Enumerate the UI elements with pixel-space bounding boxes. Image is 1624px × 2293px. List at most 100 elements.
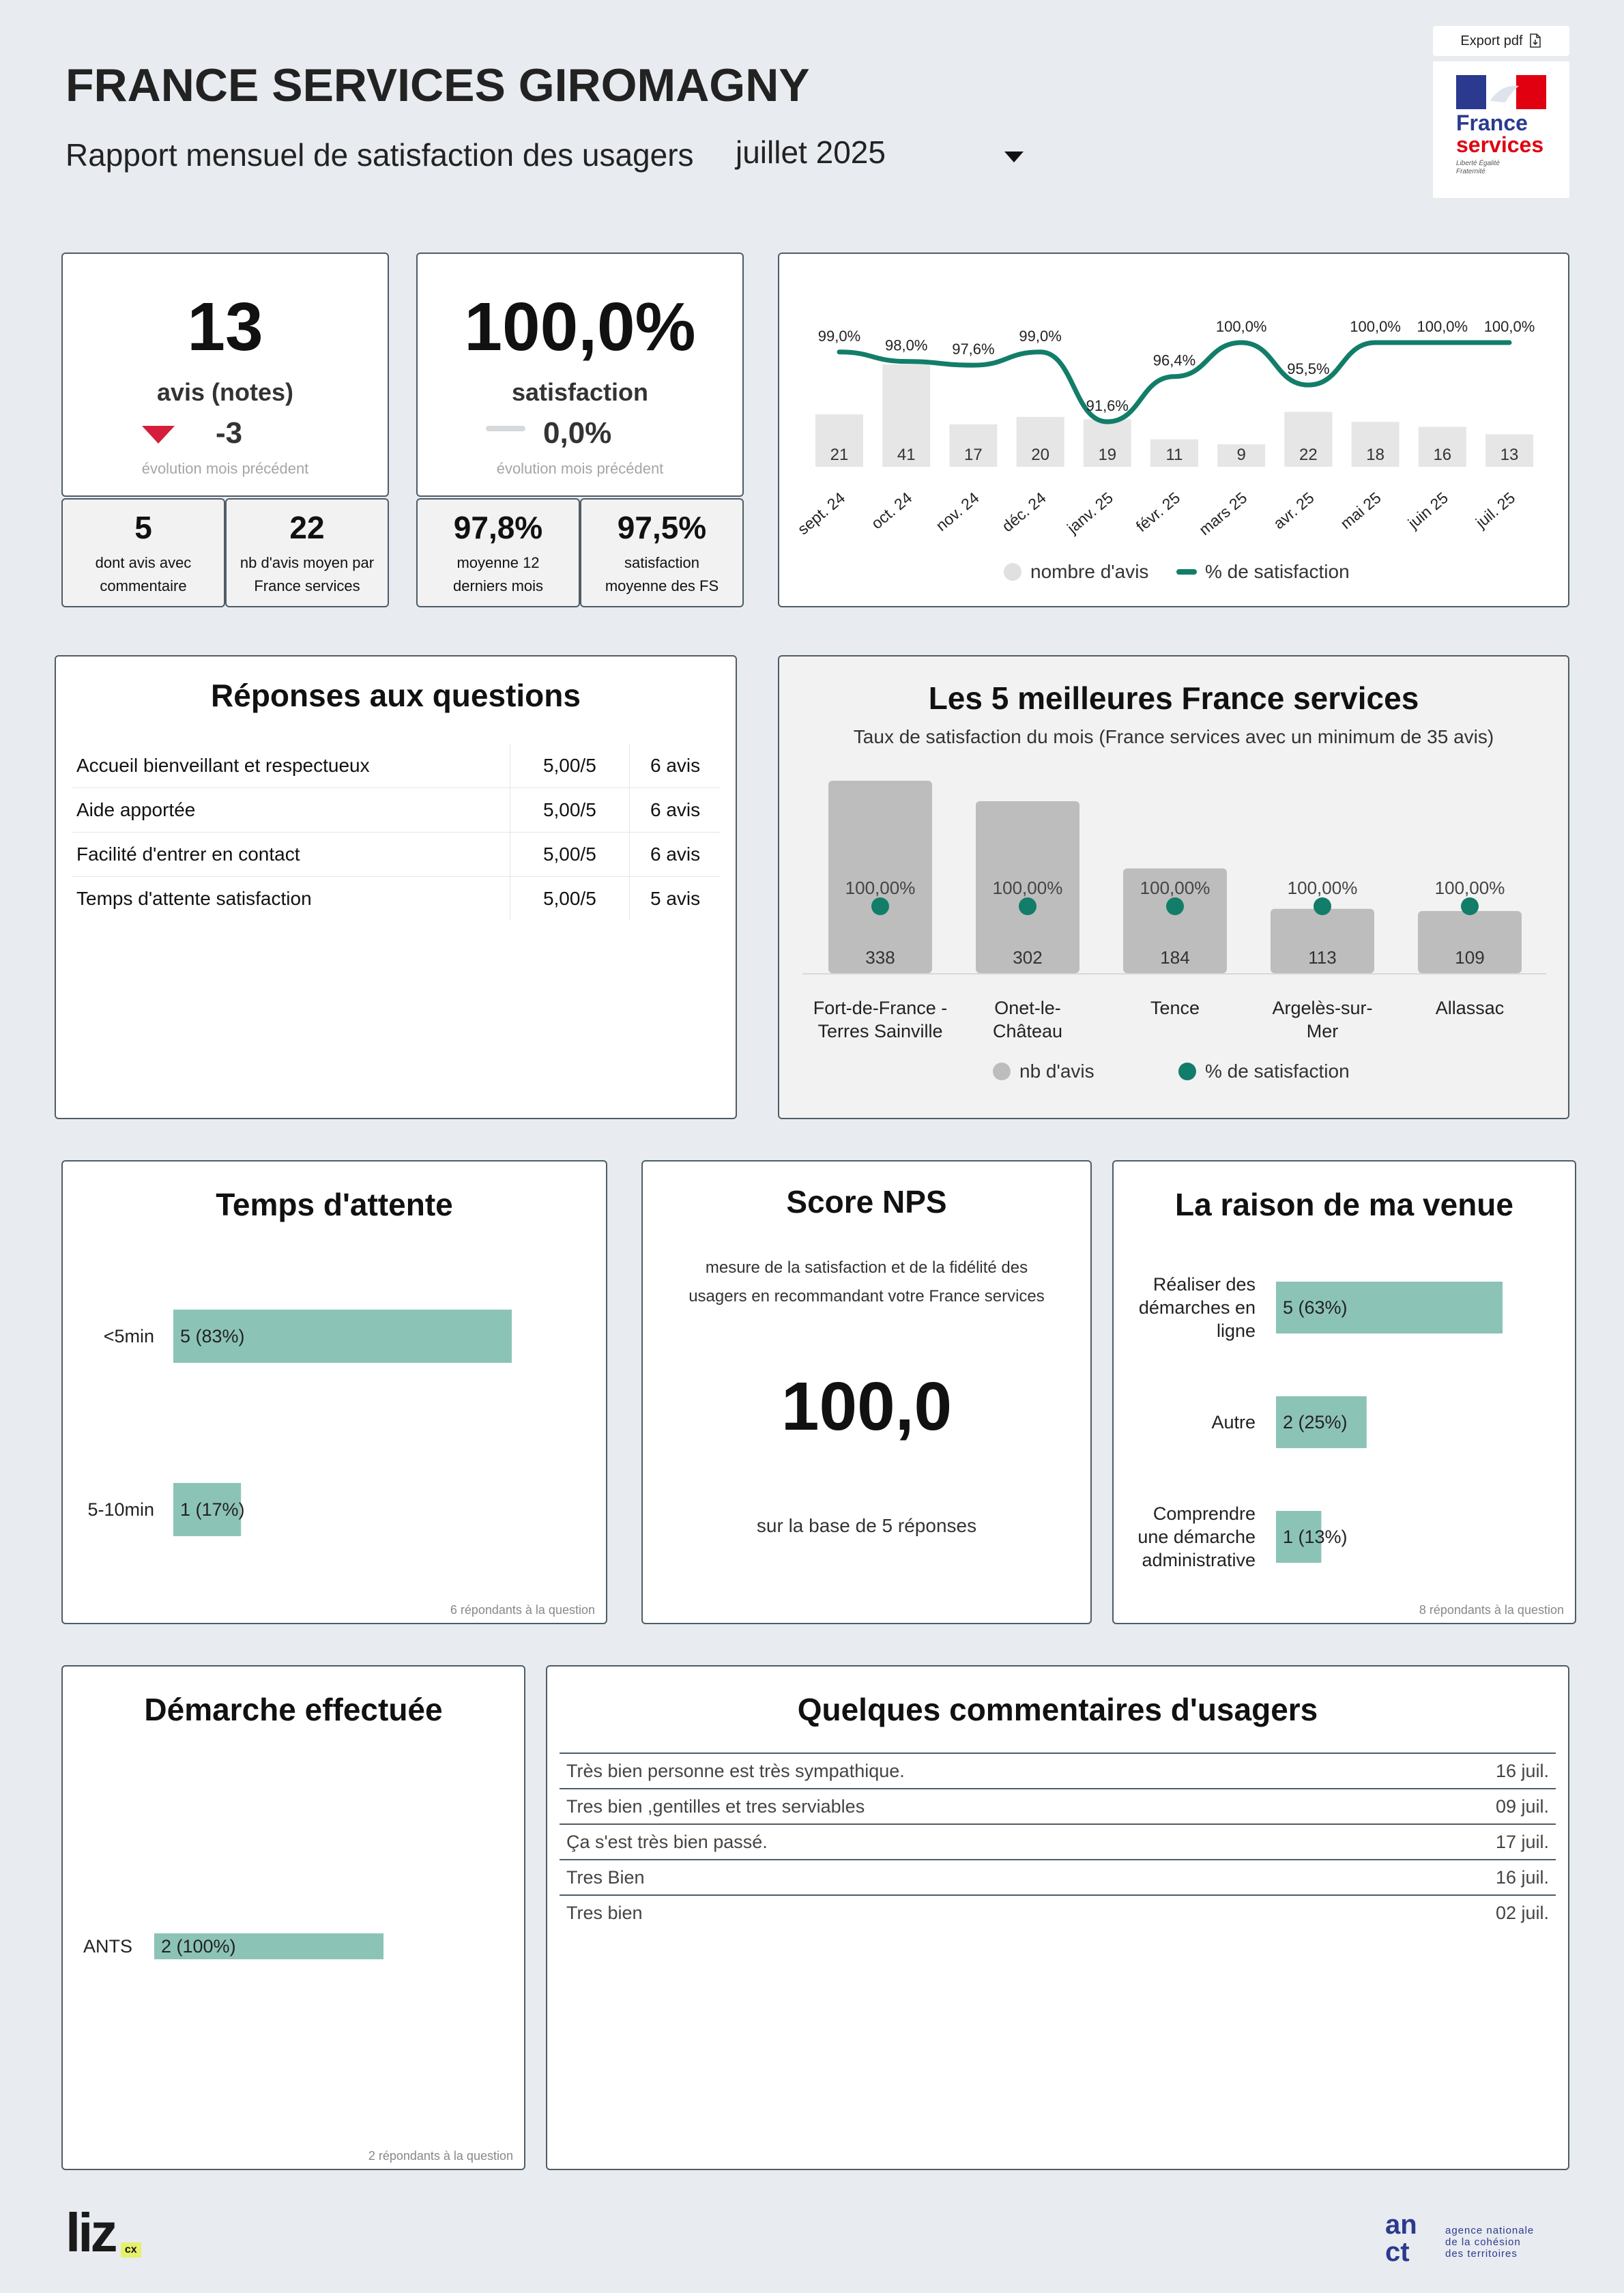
kpi-small-label: moyenne 12 derniers mois bbox=[452, 554, 544, 594]
bar bbox=[949, 424, 998, 467]
comment-date: 16 juil. bbox=[1495, 1866, 1549, 1888]
list-item: Tres bien 02 juil. bbox=[560, 1896, 1556, 1930]
reason-footer: 8 répondants à la question bbox=[1419, 1603, 1564, 1617]
top5-chart: 338 100,00% Fort-de-France - Terres Sainvil… bbox=[802, 781, 1546, 1082]
legend-dot-label: % de satisfaction bbox=[1205, 1061, 1350, 1082]
line-value-label: 97,6% bbox=[952, 341, 994, 358]
bar bbox=[1123, 868, 1227, 973]
x-tick-label: avr. 25 bbox=[1270, 489, 1318, 532]
x-tick-label: mai 25 bbox=[1337, 489, 1384, 532]
y-tick-label: ligne bbox=[1217, 1321, 1256, 1341]
kpi-small-label: satisfaction moyenne des FS bbox=[605, 554, 719, 594]
comment-text: Ça s'est très bien passé. bbox=[566, 1831, 768, 1852]
satisfaction-dot bbox=[1019, 897, 1036, 915]
legend-dot-swatch bbox=[1178, 1063, 1196, 1080]
satisfaction-evolution: 0,0% bbox=[543, 416, 612, 450]
bar-value-label: 109 bbox=[1455, 947, 1484, 968]
bar-value-label: 21 bbox=[830, 446, 849, 464]
question-count: 6 avis bbox=[650, 799, 701, 820]
nps-base: sur la base de 5 réponses bbox=[756, 1515, 977, 1536]
list-item: Très bien personne est très sympathique.… bbox=[560, 1754, 1556, 1789]
x-tick-label: janv. 25 bbox=[1063, 489, 1116, 537]
bar-value-label: 302 bbox=[1013, 947, 1042, 968]
legend-bar-swatch bbox=[1004, 563, 1021, 581]
question-count: 6 avis bbox=[650, 843, 701, 865]
x-tick-label: Fort-de-France - bbox=[813, 998, 948, 1018]
bar-value-label: 5 (63%) bbox=[1283, 1297, 1348, 1318]
top5-subtitle: Taux de satisfaction du mois (France ser… bbox=[853, 726, 1494, 747]
bar-value-label: 41 bbox=[897, 446, 916, 464]
neutral-dash-icon bbox=[486, 426, 525, 431]
kpi-small-value: 97,8% bbox=[453, 510, 543, 545]
kpi-small-card: 97,8% moyenne 12 derniers mois bbox=[416, 498, 580, 607]
france-services-logo: France services Liberté Égalité Fraterni… bbox=[1433, 61, 1569, 198]
nps-card: Score NPS mesure de la satisfaction et d… bbox=[641, 1160, 1092, 1624]
reason-title: La raison de ma venue bbox=[1175, 1187, 1513, 1222]
line-value-label: 100,0% bbox=[1216, 318, 1267, 335]
avis-card: 13 avis (notes) -3 évolution mois précéd… bbox=[61, 253, 389, 497]
bar bbox=[1217, 444, 1266, 467]
bar-value-label: 16 bbox=[1433, 446, 1451, 464]
liz-badge: cx bbox=[120, 2242, 141, 2258]
avis-evolution: -3 bbox=[216, 416, 243, 450]
nps-title: Score NPS bbox=[786, 1184, 947, 1220]
satisfaction-evolution-caption: évolution mois précédent bbox=[496, 460, 664, 477]
table-row: Temps d'attente satisfaction 5,00/5 5 av… bbox=[72, 877, 721, 921]
question-count: 6 avis bbox=[650, 755, 701, 776]
report-subtitle: Rapport mensuel de satisfaction des usag… bbox=[66, 137, 694, 173]
x-tick-label: Onet-le- bbox=[994, 998, 1061, 1018]
bar bbox=[1276, 1282, 1503, 1333]
dot-value-label: 100,00% bbox=[1140, 878, 1210, 898]
x-tick-label: Allassac bbox=[1436, 998, 1505, 1018]
bar-value-label: 338 bbox=[865, 947, 895, 968]
bar-value-label: 13 bbox=[1500, 446, 1519, 464]
legend-line-swatch bbox=[1176, 569, 1197, 575]
bar bbox=[154, 1933, 383, 1959]
satisfaction-dot bbox=[1166, 897, 1184, 915]
avis-label: avis (notes) bbox=[156, 378, 294, 406]
line-value-label: 98,0% bbox=[885, 337, 927, 354]
demarche-card: Démarche effectuée 2 (100%) ANTS 2 répond… bbox=[61, 1665, 525, 2170]
comment-date: 17 juil. bbox=[1495, 1831, 1549, 1852]
wait-footer: 6 répondants à la question bbox=[450, 1603, 595, 1617]
bar bbox=[1284, 412, 1333, 467]
list-item: Tres Bien 16 juil. bbox=[560, 1860, 1556, 1896]
kpi-small-value: 5 bbox=[134, 510, 152, 545]
satisfaction-dot bbox=[871, 897, 889, 915]
bar bbox=[1271, 908, 1374, 973]
reason-card: La raison de ma venue 5 (63%) Réaliser de… bbox=[1112, 1160, 1576, 1624]
avis-evolution-caption: évolution mois précédent bbox=[141, 460, 309, 477]
bar bbox=[1083, 419, 1131, 467]
comments-card: Quelques commentaires d'usagers Très bie… bbox=[546, 1665, 1569, 2170]
kpi-small-card: 22 nb d'avis moyen par France services bbox=[225, 498, 389, 607]
kpi-small-label: dont avis avec commentaire bbox=[95, 554, 192, 594]
nps-value: 100,0 bbox=[781, 1368, 953, 1445]
line-value-label: 99,0% bbox=[818, 328, 860, 345]
questions-card: Réponses aux questions Accueil bienveill… bbox=[55, 655, 737, 1119]
month-select[interactable]: juillet 2025 bbox=[736, 134, 1036, 175]
bar-value-label: 2 (100%) bbox=[161, 1936, 236, 1957]
legend-bar-swatch bbox=[993, 1063, 1011, 1080]
bar bbox=[1418, 911, 1522, 973]
line-value-label: 100,0% bbox=[1417, 318, 1468, 335]
legend-bar-label: nb d'avis bbox=[1019, 1061, 1094, 1082]
bar bbox=[815, 414, 863, 467]
chevron-down-icon[interactable] bbox=[1004, 152, 1024, 162]
wait-chart: 5 (83%) <5min 1 (17%) 5-10min bbox=[87, 1310, 512, 1536]
y-tick-label: ANTS bbox=[83, 1936, 132, 1957]
x-tick-label: févr. 25 bbox=[1133, 489, 1184, 535]
satisfaction-dot bbox=[1314, 897, 1331, 915]
bar bbox=[173, 1310, 512, 1363]
bar-value-label: 1 (13%) bbox=[1283, 1527, 1348, 1547]
legend-line-label: % de satisfaction bbox=[1205, 561, 1350, 582]
question-label: Temps d'attente satisfaction bbox=[72, 877, 510, 921]
bar-value-label: 1 (17%) bbox=[180, 1499, 245, 1520]
kpi-small-value: 97,5% bbox=[617, 510, 707, 545]
top5-title: Les 5 meilleures France services bbox=[928, 680, 1419, 716]
question-label: Facilité d'entrer en contact bbox=[72, 833, 510, 876]
export-pdf-button[interactable]: Export pdf bbox=[1433, 26, 1569, 56]
bar bbox=[1351, 422, 1400, 467]
avis-value: 13 bbox=[187, 289, 263, 365]
y-tick-label: Réaliser des bbox=[1153, 1274, 1256, 1295]
y-tick-label: Autre bbox=[1211, 1412, 1256, 1432]
